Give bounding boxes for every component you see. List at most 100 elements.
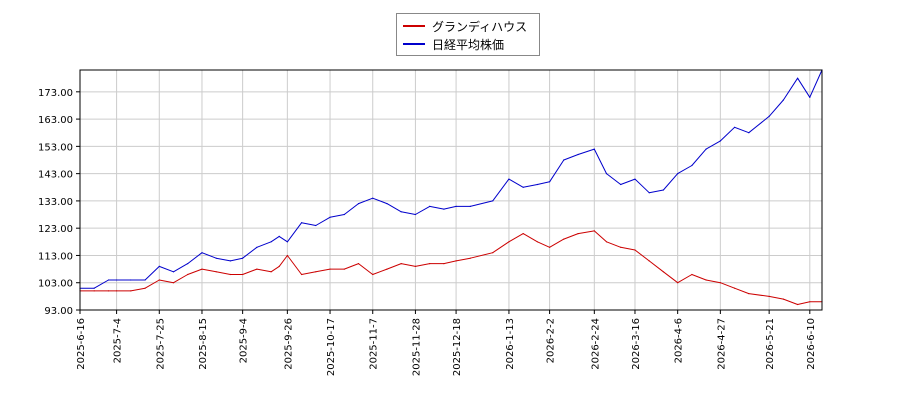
data-point bbox=[620, 183, 622, 186]
plot-frame bbox=[79, 69, 823, 311]
y-tick-label: 153.00 bbox=[38, 142, 73, 153]
data-point bbox=[719, 282, 722, 284]
x-axis-ticks: 2025-6-16 2025-7-4 2025-7-25 2025-8-15 2025-… bbox=[76, 310, 817, 376]
data-point bbox=[577, 153, 579, 156]
data-point bbox=[116, 290, 118, 292]
data-point bbox=[443, 208, 445, 210]
data-point bbox=[93, 287, 95, 289]
legend-swatch-red bbox=[403, 25, 425, 27]
x-tick-label: 2025-7-25 bbox=[155, 318, 166, 370]
data-point bbox=[414, 213, 416, 216]
series-line-grandy-house bbox=[80, 230, 822, 305]
data-point bbox=[648, 260, 650, 262]
data-point bbox=[429, 205, 431, 207]
data-point bbox=[522, 233, 524, 235]
legend-item-grandy-house: グランディハウス bbox=[403, 17, 527, 35]
data-point bbox=[469, 205, 471, 207]
x-tick-label: 2025-12-18 bbox=[452, 318, 463, 376]
data-point bbox=[301, 273, 303, 276]
x-tick-label: 2026-4-27 bbox=[716, 318, 727, 370]
x-tick-label: 2026-4-6 bbox=[674, 318, 685, 363]
data-point bbox=[400, 211, 402, 213]
data-point bbox=[443, 263, 445, 265]
data-point bbox=[605, 173, 608, 175]
data-point bbox=[372, 197, 374, 199]
data-point bbox=[372, 273, 374, 276]
data-point bbox=[536, 183, 539, 186]
data-point bbox=[278, 265, 280, 267]
y-tick-label: 103.00 bbox=[38, 279, 73, 290]
data-point bbox=[116, 279, 118, 281]
horizontal-gridlines bbox=[80, 91, 822, 311]
y-tick-label: 173.00 bbox=[38, 88, 73, 99]
data-point bbox=[605, 241, 608, 243]
data-point bbox=[256, 246, 258, 248]
data-point bbox=[278, 235, 280, 237]
data-point bbox=[187, 273, 189, 276]
data-point bbox=[270, 271, 272, 273]
data-point bbox=[593, 230, 595, 232]
legend: グランディハウス 日経平均株価 bbox=[396, 13, 540, 56]
data-point bbox=[705, 279, 707, 281]
x-tick-label: 2025-11-28 bbox=[411, 318, 422, 376]
data-point bbox=[782, 99, 785, 101]
data-point bbox=[648, 192, 650, 194]
x-tick-label: 2025-7-4 bbox=[113, 318, 124, 363]
y-tick-label: 123.00 bbox=[38, 224, 73, 235]
data-point bbox=[301, 222, 303, 224]
data-point bbox=[107, 290, 110, 292]
x-tick-label: 2025-10-17 bbox=[326, 318, 337, 376]
data-point bbox=[809, 301, 811, 303]
data-point bbox=[549, 181, 551, 183]
data-point bbox=[662, 189, 665, 191]
data-point bbox=[455, 260, 457, 262]
legend-label: 日経平均株価 bbox=[432, 37, 505, 52]
data-point bbox=[329, 216, 331, 218]
data-point bbox=[215, 271, 217, 273]
data-point bbox=[201, 268, 203, 270]
data-point bbox=[634, 249, 636, 251]
data-point bbox=[768, 295, 770, 297]
x-tick-label: 2025-9-26 bbox=[283, 318, 294, 370]
data-point bbox=[286, 254, 288, 257]
data-point bbox=[144, 287, 146, 289]
data-point bbox=[400, 263, 402, 265]
data-point bbox=[563, 238, 565, 240]
x-tick-label: 2025-11-7 bbox=[369, 318, 380, 370]
data-point bbox=[522, 186, 524, 188]
data-point bbox=[455, 205, 457, 207]
data-point bbox=[201, 252, 203, 254]
data-point bbox=[748, 132, 750, 134]
data-point bbox=[508, 241, 510, 243]
data-point bbox=[508, 178, 510, 180]
data-point bbox=[620, 246, 622, 248]
data-point bbox=[256, 268, 258, 270]
x-tick-label: 2026-1-13 bbox=[505, 318, 516, 370]
data-point bbox=[492, 200, 494, 202]
data-point bbox=[130, 279, 132, 281]
data-point bbox=[429, 263, 431, 265]
data-point bbox=[343, 268, 345, 270]
legend-label: グランディハウス bbox=[432, 19, 528, 34]
y-tick-label: 93.00 bbox=[44, 306, 73, 317]
data-point bbox=[577, 233, 579, 235]
data-point bbox=[549, 246, 551, 248]
data-point bbox=[357, 263, 360, 265]
data-point bbox=[270, 241, 272, 243]
data-point bbox=[748, 293, 750, 295]
x-tick-label: 2026-2-2 bbox=[546, 318, 557, 363]
data-point bbox=[677, 282, 679, 284]
data-point bbox=[734, 287, 736, 289]
y-tick-label: 133.00 bbox=[38, 197, 73, 208]
data-point bbox=[315, 224, 317, 227]
data-point bbox=[768, 115, 770, 117]
x-tick-label: 2026-5-21 bbox=[765, 318, 776, 370]
data-point bbox=[734, 126, 736, 128]
data-point bbox=[469, 257, 471, 259]
legend-item-nikkei: 日経平均株価 bbox=[403, 35, 504, 53]
x-tick-label: 2025-9-4 bbox=[239, 318, 250, 363]
data-point bbox=[357, 203, 360, 205]
data-point bbox=[130, 290, 132, 292]
x-tick-label: 2025-6-16 bbox=[76, 318, 87, 370]
